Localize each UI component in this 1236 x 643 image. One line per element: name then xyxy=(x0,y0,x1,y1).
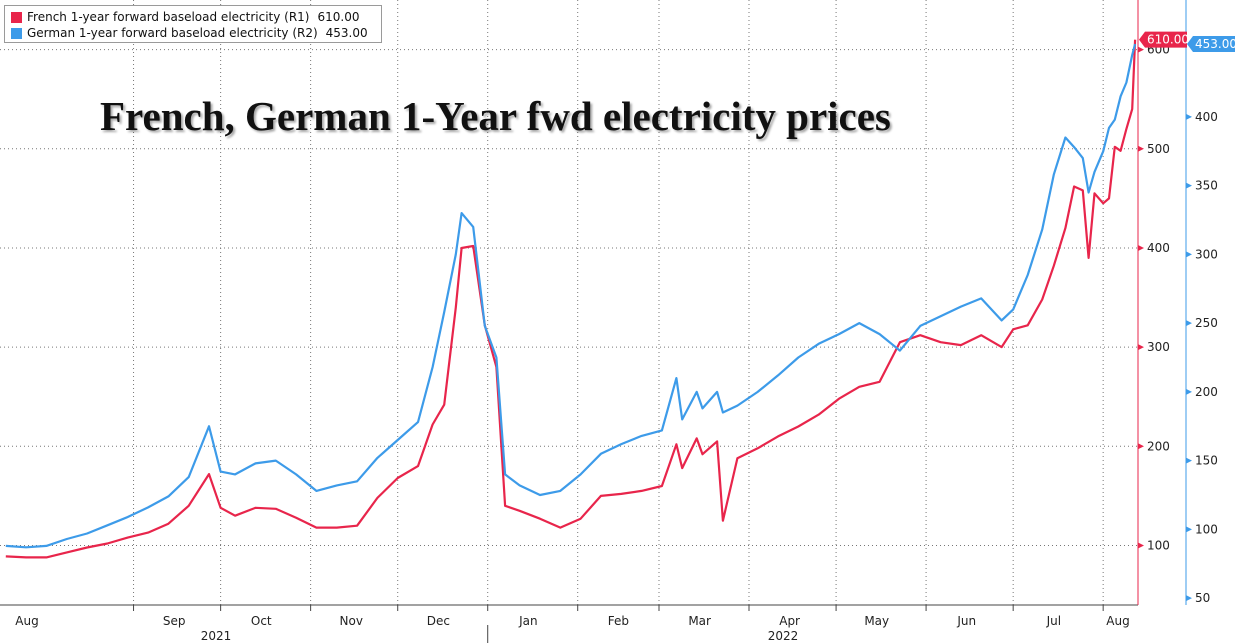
y-tick-label-r2: 300 xyxy=(1195,247,1218,261)
y-tick-mark xyxy=(1186,457,1192,464)
legend-entry-german: German 1-year forward baseload electrici… xyxy=(11,25,375,41)
x-tick-label: Jul xyxy=(1046,614,1061,628)
y-tick-label-r2: 250 xyxy=(1195,316,1218,330)
x-year-label: 2021 xyxy=(201,629,232,643)
legend-swatch-french xyxy=(11,11,22,23)
y-tick-mark xyxy=(1138,443,1144,450)
legend-entry-french: French 1-year forward baseload electrici… xyxy=(11,9,375,25)
chart-legend: French 1-year forward baseload electrici… xyxy=(4,5,382,43)
y-tick-mark xyxy=(1186,526,1192,533)
x-tick-label: Feb xyxy=(608,614,629,628)
y-tick-mark xyxy=(1138,145,1144,152)
y-tick-mark xyxy=(1186,113,1192,120)
last-value-tags: 610.00 453.00 xyxy=(1139,31,1236,52)
x-tick-label: Mar xyxy=(688,614,711,628)
x-tick-label: Apr xyxy=(779,614,800,628)
y-tick-mark xyxy=(1186,595,1192,602)
x-tick-label: Aug xyxy=(1106,614,1129,628)
x-tick-label: Oct xyxy=(251,614,272,628)
y-tick-label-r2: 400 xyxy=(1195,110,1218,124)
y-tick-label-r1: 200 xyxy=(1147,439,1170,453)
last-value-tag-bg xyxy=(1139,31,1187,48)
legend-value-german: 453.00 xyxy=(325,26,368,40)
y-tick-label-r2: 100 xyxy=(1195,522,1218,536)
chart-series xyxy=(5,39,1137,559)
chart-grid xyxy=(0,0,1138,605)
y-tick-mark xyxy=(1138,46,1144,53)
last-value-tag-german: 453.00 xyxy=(1187,36,1236,52)
chart-title: French, German 1-Year fwd electricity pr… xyxy=(100,93,891,139)
y-tick-mark xyxy=(1186,388,1192,395)
x-tick-label: Jan xyxy=(518,614,538,628)
x-tick-label: Dec xyxy=(427,614,450,628)
legend-label-german: German 1-year forward baseload electrici… xyxy=(27,26,318,40)
legend-swatch-german xyxy=(11,27,22,39)
x-tick-label: Nov xyxy=(340,614,363,628)
y-tick-label-r2: 150 xyxy=(1195,454,1218,468)
last-value-tag-text: 453.00 xyxy=(1195,37,1236,51)
y-tick-label-r2: 50 xyxy=(1195,591,1210,605)
last-value-tag-text: 610.00 xyxy=(1147,33,1189,47)
y-tick-mark xyxy=(1138,244,1144,251)
y-tick-label-r1: 100 xyxy=(1147,538,1170,552)
last-value-tag-french: 610.00 xyxy=(1139,31,1189,48)
x-tick-label: May xyxy=(864,614,889,628)
series-line-german xyxy=(5,43,1137,549)
y-tick-label-r2: 200 xyxy=(1195,385,1218,399)
y-tick-label-r1: 500 xyxy=(1147,142,1170,156)
last-value-tag-bg xyxy=(1187,36,1235,52)
y-tick-label-r2: 350 xyxy=(1195,179,1218,193)
y-tick-label-r1: 400 xyxy=(1147,241,1170,255)
series-line-french xyxy=(5,39,1137,559)
legend-label-french: French 1-year forward baseload electrici… xyxy=(27,10,310,24)
x-tick-label: Aug xyxy=(15,614,38,628)
y-tick-mark xyxy=(1186,320,1192,327)
y-tick-mark xyxy=(1138,344,1144,351)
y-tick-mark xyxy=(1186,182,1192,189)
y-tick-label-r1: 300 xyxy=(1147,340,1170,354)
legend-value-french: 610.00 xyxy=(317,10,360,24)
x-tick-label: Jun xyxy=(956,614,976,628)
x-tick-label: Sep xyxy=(163,614,186,628)
y-tick-mark xyxy=(1186,251,1192,258)
x-year-label: 2022 xyxy=(768,629,799,643)
y-tick-mark xyxy=(1138,542,1144,549)
